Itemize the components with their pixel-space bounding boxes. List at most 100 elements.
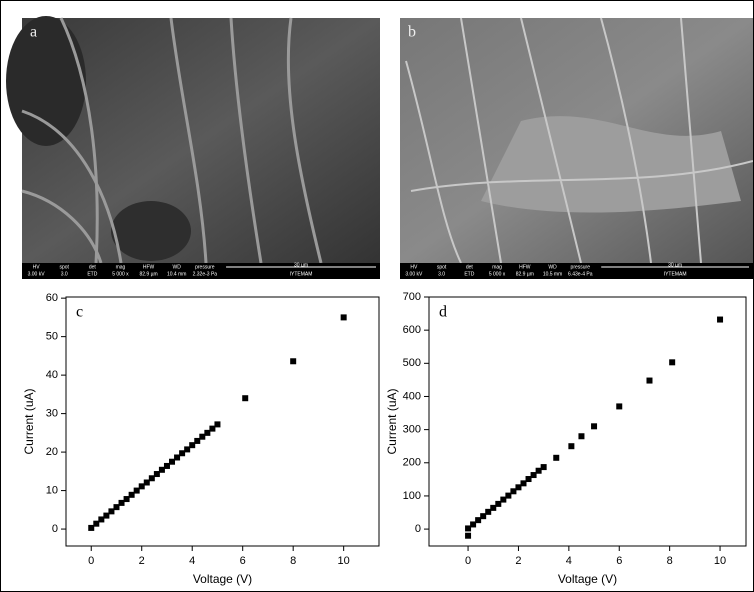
x-tick-label: 6 (240, 555, 246, 567)
info-value: 5 000 x (489, 271, 506, 277)
y-tick-label: 600 (403, 324, 421, 336)
x-tick-label: 0 (465, 555, 471, 567)
data-point (553, 454, 560, 461)
data-point (480, 513, 487, 520)
x-tick-label: 4 (189, 555, 195, 567)
y-tick-label: 20 (46, 446, 58, 458)
data-point (578, 433, 585, 440)
info-value: ETD (464, 271, 474, 277)
info-value: 10.5 mm (543, 271, 562, 277)
x-axis-label: Voltage (V) (558, 572, 617, 586)
info-header: det (89, 264, 97, 270)
data-point (133, 487, 140, 494)
x-tick-label: 0 (88, 555, 94, 567)
data-point (113, 504, 120, 511)
sem-image-b (400, 17, 753, 264)
x-tick-label: 10 (338, 555, 350, 567)
data-point (530, 472, 537, 479)
data-point (148, 475, 155, 482)
y-tick-label: 60 (46, 292, 58, 304)
info-value: 10.4 mm (167, 271, 186, 277)
info-header: mag (492, 264, 502, 270)
y-tick-label: 40 (46, 369, 58, 381)
panel-label: b (408, 24, 416, 41)
x-tick-label: 10 (714, 555, 726, 567)
data-point (340, 314, 347, 321)
data-point (103, 512, 110, 519)
info-header: pressure (571, 264, 591, 270)
info-value: ETD (87, 271, 97, 277)
info-header: spot (59, 264, 69, 270)
data-point (540, 464, 547, 471)
data-point (568, 443, 575, 450)
info-value: 6.43e-4 Pa (568, 271, 593, 277)
panel-label: d (439, 304, 447, 321)
scale-text: 30 µm (668, 262, 682, 268)
sem-image-a (6, 16, 380, 264)
info-value: 82.9 µm (139, 271, 157, 277)
data-point (495, 500, 502, 507)
y-tick-label: 700 (403, 291, 421, 303)
data-point (143, 479, 150, 486)
panel-label: a (30, 24, 37, 41)
data-point (98, 516, 105, 523)
x-tick-label: 6 (616, 555, 622, 567)
data-point (108, 508, 115, 515)
data-point (465, 525, 472, 532)
info-header: HFW (519, 264, 531, 270)
data-point (490, 504, 497, 511)
y-tick-label: 10 (46, 484, 58, 496)
data-point (485, 508, 492, 515)
x-axis-label: Voltage (V) (193, 572, 252, 586)
data-point (128, 491, 135, 498)
info-value: 3.0 (61, 271, 68, 277)
data-point (242, 395, 249, 402)
y-tick-label: 0 (415, 523, 421, 535)
info-header: WD (548, 264, 557, 270)
data-point (510, 488, 517, 495)
info-value: 3.00 kV (28, 271, 46, 277)
info-value: 2.32e-3 Pa (193, 271, 218, 277)
lab-text: IYTEMAM (664, 271, 687, 277)
data-point (475, 517, 482, 524)
data-point (209, 425, 216, 432)
data-point (214, 421, 221, 428)
x-tick-label: 2 (139, 555, 145, 567)
data-point (158, 466, 165, 473)
info-header: pressure (195, 264, 215, 270)
data-point (118, 499, 125, 506)
y-tick-label: 400 (403, 390, 421, 402)
data-point (616, 403, 623, 410)
data-point (505, 492, 512, 499)
plot-frame (65, 296, 380, 547)
data-point (194, 437, 201, 444)
y-tick-label: 200 (403, 457, 421, 469)
data-point (204, 429, 211, 436)
data-point (646, 377, 653, 384)
y-axis-label: Current (uA) (385, 388, 399, 454)
info-header: spot (437, 264, 447, 270)
info-value: 5 000 x (112, 271, 129, 277)
data-point (88, 524, 95, 531)
info-header: WD (173, 264, 182, 270)
y-axis-label: Current (uA) (22, 388, 36, 454)
y-tick-label: 500 (403, 357, 421, 369)
panel-label: c (76, 304, 83, 321)
plot-frame (428, 296, 747, 547)
data-point (535, 467, 542, 474)
y-tick-label: 30 (46, 408, 58, 420)
data-point (290, 358, 297, 365)
data-point (591, 423, 598, 430)
data-point (153, 471, 160, 478)
data-point (93, 520, 100, 527)
info-header: HFW (143, 264, 155, 270)
info-header: det (466, 264, 474, 270)
data-point (669, 359, 676, 366)
info-value: 3.0 (438, 271, 445, 277)
y-tick-label: 0 (52, 523, 58, 535)
lab-text: IYTEMAM (290, 271, 313, 277)
info-header: HV (33, 264, 41, 270)
info-header: mag (116, 264, 126, 270)
data-point (515, 484, 522, 491)
